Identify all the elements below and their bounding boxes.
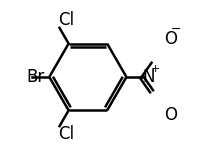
Text: Cl: Cl bbox=[58, 125, 74, 143]
Text: Br: Br bbox=[27, 68, 45, 86]
Text: −: − bbox=[171, 23, 182, 36]
Text: O: O bbox=[164, 30, 177, 48]
Text: N: N bbox=[142, 68, 155, 86]
Text: Cl: Cl bbox=[58, 11, 74, 29]
Text: O: O bbox=[164, 106, 177, 124]
Text: +: + bbox=[151, 64, 160, 74]
